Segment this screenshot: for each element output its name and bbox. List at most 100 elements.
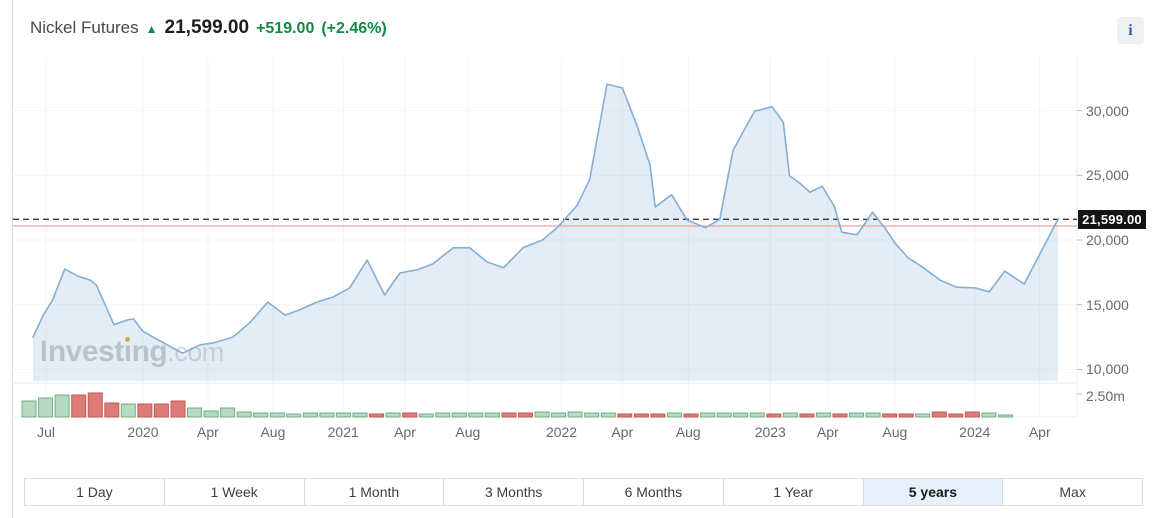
last-price: 21,599.00 (164, 17, 250, 38)
volume-bar-down (948, 413, 964, 418)
volume-bar-down (71, 394, 87, 418)
range-button-1-month[interactable]: 1 Month (305, 479, 445, 505)
x-axis-label: Apr (816, 424, 839, 440)
y-axis-label: 30,000 (1086, 102, 1129, 119)
price-up-arrow-icon: ▲ (145, 22, 158, 36)
volume-bar-up (451, 412, 467, 418)
range-button-1-week[interactable]: 1 Week (165, 479, 305, 505)
volume-bar-down (898, 413, 914, 418)
x-axis-label: 2020 (127, 424, 159, 440)
y-axis-label: 20,000 (1086, 232, 1129, 248)
volume-bar-down (402, 412, 418, 418)
y-axis-label: 25,000 (1086, 167, 1129, 184)
volume-bar-up (21, 400, 37, 418)
volume-bar-up (716, 412, 732, 418)
volume-bar-down (501, 412, 517, 418)
instrument-title: Nickel Futures (30, 18, 139, 37)
volume-bar-up (253, 412, 269, 418)
volume-bar-down (683, 413, 699, 418)
volume-axis-label: 2.50m (1086, 388, 1125, 404)
volume-bar-down (137, 403, 153, 418)
volume-bar-up (54, 394, 70, 418)
volume-bar-up (385, 412, 401, 418)
volume-bar-down (153, 403, 169, 418)
volume-bar-up (335, 412, 351, 418)
volume-bar-up (700, 412, 716, 418)
x-axis-label: 2022 (545, 424, 578, 440)
x-axis-label: Jul (37, 424, 56, 440)
volume-bar-up (584, 412, 600, 418)
volume-bar-up (534, 411, 550, 418)
volume-bar-down (104, 402, 120, 418)
volume-bar-down (766, 413, 782, 418)
volume-bar-up (998, 414, 1013, 418)
volume-bar-up (749, 412, 765, 418)
x-axis-label: Aug (675, 424, 701, 440)
volume-bar-up (203, 410, 219, 418)
volume-bar-down (964, 411, 980, 418)
volume-bar-down (518, 412, 533, 418)
price-change-percent: (+2.46%) (321, 20, 387, 37)
volume-bar-down (650, 413, 666, 418)
range-button-max[interactable]: Max (1059, 484, 1086, 500)
volume-bar-up (815, 412, 831, 418)
y-axis-label: 10,000 (1086, 361, 1129, 378)
range-button-5-years[interactable]: 5 years (863, 479, 1004, 505)
volume-bar-down (882, 413, 898, 418)
x-axis-label: Aug (882, 424, 908, 440)
instrument-header: Nickel Futures ▲ 21,599.00 +519.00 (+2.4… (30, 17, 387, 39)
volume-bar-down (87, 392, 103, 418)
x-axis-label: Apr (611, 424, 634, 440)
x-axis-label: Apr (1028, 424, 1051, 440)
last-price-axis-tag: 21,599.00 (1078, 209, 1146, 229)
x-axis-label: 2021 (327, 424, 359, 440)
y-axis-label: 15,000 (1086, 296, 1129, 313)
price-area-fill (33, 84, 1058, 381)
volume-bar-up (981, 412, 997, 418)
volume-bar-down (170, 400, 186, 418)
volume-bar-up (38, 397, 53, 418)
volume-bar-up (319, 412, 335, 418)
volume-bar-up (551, 412, 567, 418)
volume-bar-down (799, 413, 815, 418)
volume-bar-up (484, 412, 500, 418)
volume-bar-up (915, 413, 931, 418)
volume-bar-down (832, 413, 848, 418)
volume-bar-up (567, 411, 583, 418)
volume-bar-up (667, 412, 682, 418)
volume-bar-up (865, 412, 881, 418)
range-button-1-day[interactable]: 1 Day (25, 479, 165, 505)
range-button-3-months[interactable]: 3 Months (444, 479, 584, 505)
volume-bar-down (931, 411, 947, 418)
x-axis-label: 2023 (754, 424, 786, 440)
time-range-selector: 1 Day 1 Week 1 Month 3 Months 6 Months 1 Year… (24, 478, 1143, 506)
range-button-1-year[interactable]: 1 Year (724, 479, 864, 505)
volume-bar-up (435, 412, 451, 418)
x-axis-label: Aug (455, 424, 481, 440)
volume-bar-up (733, 412, 749, 418)
volume-bar-up (220, 407, 236, 418)
volume-bar-up (468, 412, 484, 418)
x-axis-label: Apr (394, 424, 416, 440)
volume-bar-down (369, 413, 385, 418)
info-icon[interactable]: i (1117, 17, 1144, 44)
volume-bar-up (418, 413, 434, 418)
volume-bar-up (782, 412, 798, 418)
volume-bar-up (600, 412, 616, 418)
volume-bar-up (269, 412, 285, 418)
volume-bar-up (302, 412, 318, 418)
volume-bar-up (849, 412, 864, 418)
price-line (32, 83, 1059, 354)
widget-left-border (12, 0, 13, 518)
watermark-gold-dot (124, 337, 130, 342)
volume-bar-up (236, 411, 252, 418)
investing-com-watermark: Investıng.com (40, 335, 224, 369)
volume-bar-up (120, 403, 136, 418)
range-button-6-months[interactable]: 6 Months (584, 479, 724, 505)
volume-bar-down (617, 413, 633, 418)
volume-bar-up (187, 407, 202, 418)
price-change: +519.00 (256, 20, 315, 37)
x-axis-label: Apr (197, 424, 219, 440)
